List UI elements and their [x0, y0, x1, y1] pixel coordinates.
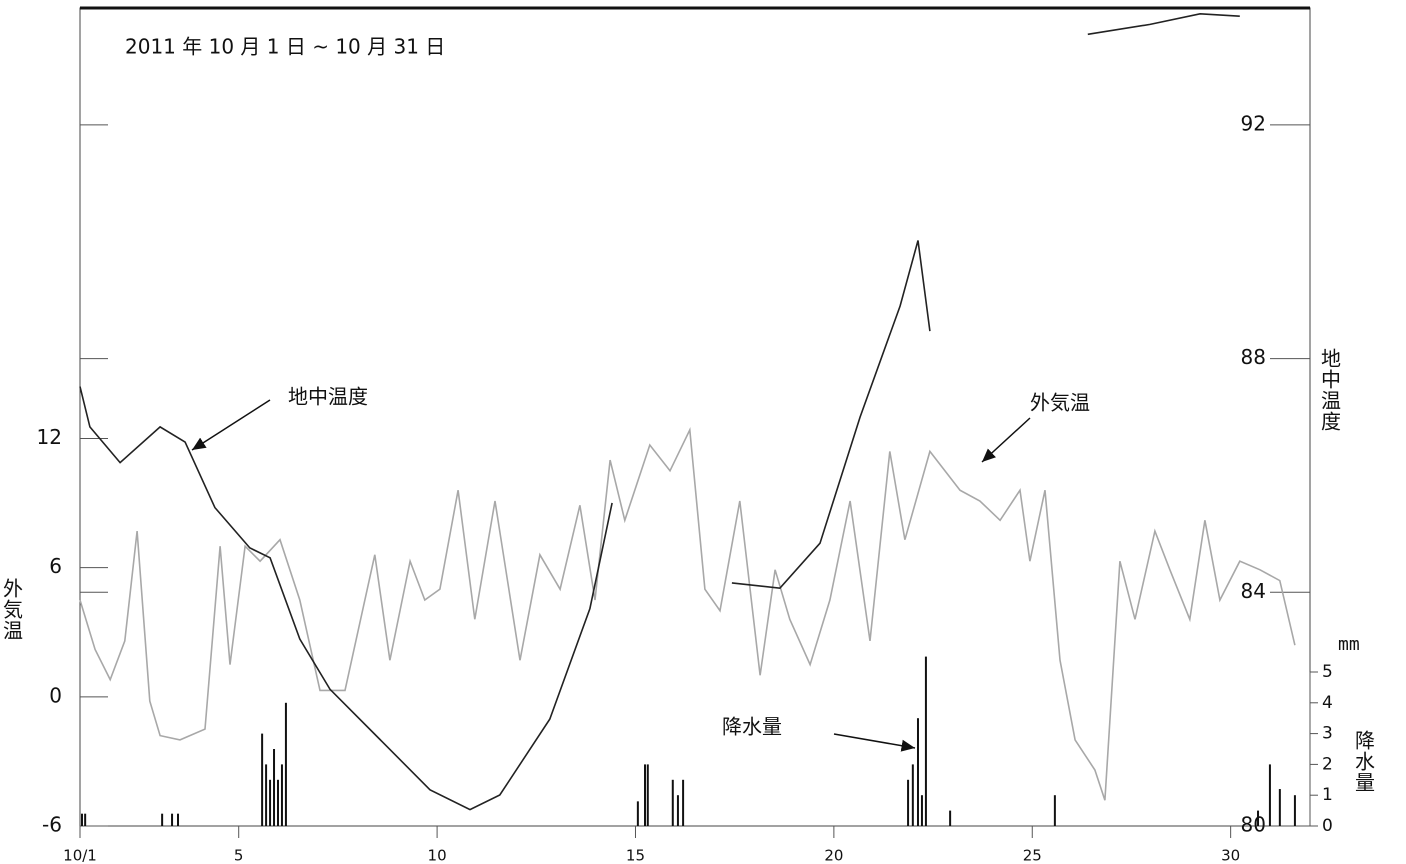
annotation-arrow: [191, 399, 271, 451]
y2-tick-label: 80: [1241, 813, 1266, 837]
rain-bar: [84, 813, 87, 826]
y-axis-label: 外気温: [0, 578, 24, 641]
x-tick-label: 10/1: [63, 847, 97, 864]
rain-bar: [280, 764, 283, 826]
y3-tick-label: 5: [1322, 662, 1333, 682]
rain-bar: [273, 749, 276, 826]
rain-bar: [80, 813, 83, 826]
rain-bar: [161, 813, 164, 826]
rain-bar: [284, 702, 287, 826]
rain-bar: [920, 795, 923, 826]
rain-bar: [646, 764, 649, 826]
y3-tick-label: 2: [1322, 754, 1333, 774]
y-tick-label: 0: [49, 683, 62, 707]
y2-tick-label: 92: [1241, 111, 1266, 135]
annotation-arrow: [981, 417, 1031, 463]
y2-tick-label: 84: [1241, 579, 1266, 603]
y2-axis-label: 地中温度: [1318, 348, 1342, 432]
rain-bar: [171, 813, 174, 826]
y-tick-label: 6: [49, 554, 62, 578]
rain-bar: [1053, 795, 1056, 826]
annotation: 外気温: [1030, 391, 1090, 415]
y3-tick-label: 3: [1322, 724, 1333, 744]
rain-bar: [907, 779, 910, 826]
y3-tick-label: 4: [1322, 693, 1333, 713]
annotation-arrow: [833, 733, 916, 752]
x-tick-label: 10: [428, 847, 447, 864]
y3-tick-label: 0: [1322, 816, 1333, 836]
rain-bar: [916, 718, 919, 826]
x-tick-label: 25: [1023, 847, 1042, 864]
rain-bar: [269, 779, 272, 826]
rain-bar: [644, 764, 647, 826]
y-tick-label: 12: [37, 425, 62, 449]
rain-bar: [671, 779, 674, 826]
y-tick-label: -6: [42, 813, 62, 837]
rain-bar: [949, 810, 952, 826]
rain-bar: [1268, 764, 1271, 826]
series-line: [79, 12, 1240, 811]
x-tick-label: 20: [824, 847, 843, 864]
rain-bar: [924, 656, 927, 826]
rain-bar: [682, 779, 685, 826]
rain-bar: [261, 733, 264, 826]
rain-bar: [636, 801, 639, 826]
y3-tick-label: 1: [1322, 785, 1333, 805]
chart-title: 2011 年 10 月 1 日 ~ 10 月 31 日: [125, 35, 445, 59]
rain-bar: [276, 779, 279, 826]
annotation: 地中温度: [288, 385, 368, 409]
rain-bar: [1257, 810, 1260, 826]
rain-bar: [1293, 795, 1296, 826]
y3-unit: mm: [1338, 634, 1360, 655]
y3-axis-label: 降水量: [1352, 730, 1376, 793]
annotation: 降水量: [722, 715, 782, 739]
x-tick-label: 30: [1221, 847, 1240, 864]
rain-bar: [1278, 789, 1281, 826]
x-tick-label: 15: [626, 847, 645, 864]
rain-bar: [177, 813, 180, 826]
rain-bar: [265, 764, 268, 826]
rain-bar: [911, 764, 914, 826]
rain-bar: [676, 795, 679, 826]
series-line: [79, 426, 1296, 801]
x-tick-label: 5: [234, 847, 244, 864]
y2-tick-label: 88: [1241, 345, 1266, 369]
plot-frame: [79, 7, 1311, 827]
